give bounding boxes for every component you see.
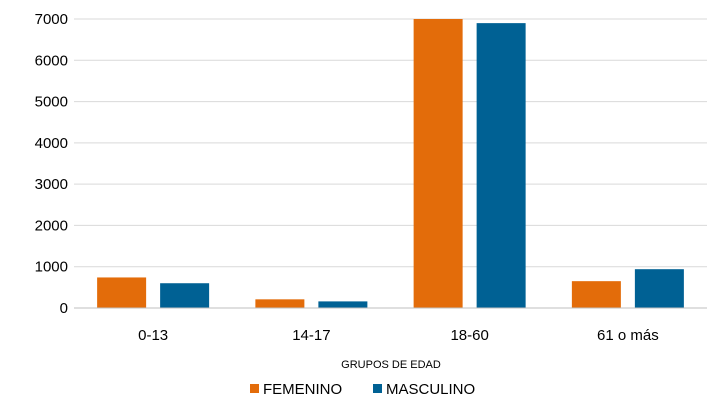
legend-swatch-masculino: [373, 384, 382, 393]
bar-femenino-4: [571, 281, 621, 308]
x-axis-categories: 0-13 14-17 18-60 61 o más: [138, 327, 659, 344]
y-tick-label: 4000: [35, 135, 68, 152]
legend: FEMENINO MASCULINO: [250, 381, 475, 398]
x-category-label: 18-60: [450, 327, 488, 344]
legend-label-masculino: MASCULINO: [386, 381, 475, 398]
gridlines: [74, 18, 707, 268]
bar-femenino-1: [97, 277, 147, 308]
y-tick-label: 7000: [35, 11, 68, 28]
bars: [97, 19, 684, 308]
x-category-label: 0-13: [138, 327, 168, 344]
x-category-label: 61 o más: [597, 327, 659, 344]
y-tick-label: 5000: [35, 94, 68, 111]
bar-masculino-3: [476, 23, 526, 308]
bar-masculino-4: [634, 269, 684, 308]
bar-masculino-2: [318, 301, 368, 308]
y-axis-ticks: 0 1000 2000 3000 4000 5000 6000 7000: [35, 11, 68, 317]
x-category-label: 14-17: [292, 327, 330, 344]
y-tick-label: 2000: [35, 217, 68, 234]
bar-femenino-2: [255, 299, 305, 308]
bar-femenino-3: [413, 19, 463, 308]
y-tick-label: 1000: [35, 259, 68, 276]
legend-swatch-femenino: [250, 384, 259, 393]
legend-label-femenino: FEMENINO: [263, 381, 342, 398]
x-axis-label: GRUPOS DE EDAD: [341, 359, 441, 371]
y-tick-label: 0: [60, 300, 68, 317]
y-tick-label: 6000: [35, 52, 68, 69]
bar-masculino-1: [160, 283, 210, 308]
y-tick-label: 3000: [35, 176, 68, 193]
